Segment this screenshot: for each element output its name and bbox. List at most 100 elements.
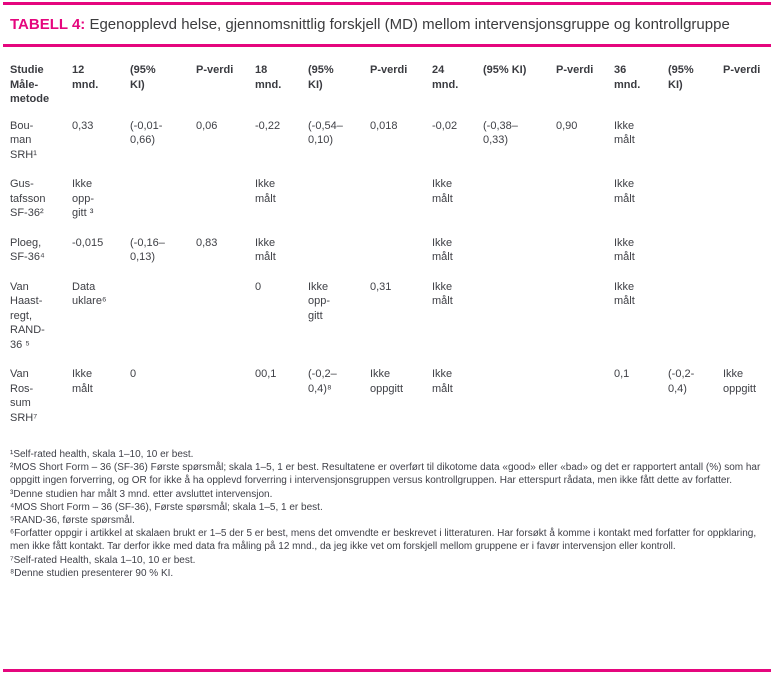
top-rule — [3, 2, 771, 5]
value-cell: Ikke målt — [614, 178, 635, 205]
value-cell — [668, 119, 723, 178]
column-header: (95% KI) — [130, 64, 156, 91]
value-cell — [556, 236, 614, 280]
footnote: ⁵RAND-36, første spørsmål. — [10, 515, 135, 527]
value-cell: -0,22 — [255, 119, 281, 132]
value-cell: Ikke målt — [614, 119, 635, 147]
column-header: (95% KI) — [483, 64, 527, 76]
value-cell: (-0,2- 0,4) — [668, 368, 695, 395]
value-cell: Ikke målt — [432, 236, 453, 264]
value-cell — [196, 280, 255, 368]
value-cell: Ikke målt — [614, 280, 635, 308]
value-cell — [483, 177, 556, 236]
column-header: 36 mnd. — [614, 64, 641, 91]
value-cell: Ikke målt — [432, 178, 453, 205]
footnote: ²MOS Short Form – 36 (SF-36) Første spør… — [10, 462, 761, 487]
value-cell: -0,02 — [432, 119, 458, 132]
value-cell — [308, 236, 370, 280]
table-title: TABELL 4: Egenopplevd helse, gjennomsnit… — [10, 14, 736, 36]
value-cell: 0,33 — [72, 119, 94, 132]
value-cell: 0,83 — [196, 236, 218, 249]
value-cell: Ikke målt — [255, 178, 276, 205]
study-cell: Bou- man SRH¹ — [10, 119, 37, 161]
table-row: Gus- tafsson SF-36² Ikke opp- gitt ³ Ikke … — [10, 177, 768, 236]
footnote: ⁶Forfatter oppgir i artikkel at skalaen … — [10, 528, 757, 553]
value-cell — [130, 177, 196, 236]
table-title-label: TABELL 4: — [10, 16, 86, 33]
value-cell — [668, 280, 723, 368]
value-cell — [483, 236, 556, 280]
value-cell — [483, 367, 556, 440]
value-cell — [556, 177, 614, 236]
value-cell: 0 — [255, 280, 262, 293]
value-cell — [723, 236, 768, 280]
column-header: 24 mnd. — [432, 64, 459, 91]
value-cell: 0 — [130, 368, 137, 380]
value-cell — [723, 280, 768, 368]
value-cell: Ikke målt — [614, 236, 635, 264]
footnotes: ¹Self-rated health, skala 1–10, 10 er be… — [10, 448, 764, 580]
value-cell: Ikke målt — [432, 280, 453, 308]
value-cell: Ikke opp- gitt — [308, 280, 331, 322]
value-cell — [723, 177, 768, 236]
value-cell — [483, 280, 556, 368]
footnote: ⁷Self-rated Health, skala 1–10, 10 er be… — [10, 554, 196, 566]
value-cell — [130, 280, 196, 368]
value-cell — [556, 367, 614, 440]
value-cell: (-0,01- 0,66) — [130, 119, 163, 147]
footnote: ⁴MOS Short Form – 36 (SF-36), Første spø… — [10, 501, 323, 513]
column-header: (95% KI) — [668, 64, 694, 91]
column-header: 18 mnd. — [255, 64, 282, 91]
value-cell: (-0,16– 0,13) — [130, 236, 165, 264]
footnote: ³Denne studien har målt 3 mnd. etter avs… — [10, 488, 273, 500]
value-cell: 0,31 — [370, 280, 392, 293]
study-cell: Ploeg, SF-36⁴ — [10, 236, 45, 264]
value-cell: -0,015 — [72, 236, 104, 249]
value-cell — [723, 119, 768, 178]
value-cell: 0,90 — [556, 119, 578, 132]
value-cell — [370, 177, 432, 236]
value-cell: (-0,54– 0,10) — [308, 119, 343, 147]
value-cell — [196, 367, 255, 440]
value-cell: Ikke oppgitt — [370, 368, 404, 395]
value-cell: 0,018 — [370, 119, 398, 132]
title-rule — [3, 44, 771, 47]
value-cell — [556, 280, 614, 368]
column-header: P-verdi — [723, 64, 761, 76]
table-title-text: Egenopplevd helse, gjennomsnittlig forsk… — [85, 16, 730, 33]
value-cell — [370, 236, 432, 280]
value-cell — [668, 236, 723, 280]
column-header: P-verdi — [370, 64, 408, 76]
study-cell: Gus- tafsson SF-36² — [10, 178, 46, 219]
results-table: Studie Måle- metode 12 mnd. (95% KI) P-verd… — [10, 63, 768, 440]
column-header: Studie Måle- metode — [10, 64, 50, 105]
value-cell — [308, 177, 370, 236]
value-cell: (-0,2– 0,4)⁸ — [308, 368, 337, 395]
value-cell: Ikke målt — [255, 236, 276, 264]
footnote: ¹Self-rated health, skala 1–10, 10 er be… — [10, 449, 194, 460]
study-cell: Van Ros- sum SRH⁷ — [10, 368, 38, 424]
column-header: (95% KI) — [308, 64, 334, 91]
table-row: Van Haast- regt, RAND- 36 ⁵ Data uklare⁶ 0… — [10, 280, 768, 368]
value-cell: 0,06 — [196, 119, 218, 132]
value-cell: Ikke oppgitt — [723, 368, 757, 395]
value-cell: Ikke målt — [72, 368, 93, 395]
column-header: P-verdi — [556, 64, 594, 76]
table-header-row: Studie Måle- metode 12 mnd. (95% KI) P-verd… — [10, 63, 768, 119]
value-cell: (-0,38– 0,33) — [483, 119, 518, 147]
value-cell: Ikke målt — [432, 368, 453, 395]
footnote: ⁸Denne studien presenterer 90 % KI. — [10, 567, 174, 579]
value-cell: 0,1 — [614, 368, 630, 380]
study-cell: Van Haast- regt, RAND- 36 ⁵ — [10, 280, 45, 351]
value-cell — [668, 177, 723, 236]
table-row: Ploeg, SF-36⁴ -0,015 (-0,16– 0,13) 0,83 Ikke… — [10, 236, 768, 280]
value-cell — [196, 177, 255, 236]
value-cell: 00,1 — [255, 368, 277, 380]
table-row: Van Ros- sum SRH⁷ Ikke målt 0 00,1 (-0,2– 0,… — [10, 367, 768, 440]
value-cell: Ikke opp- gitt ³ — [72, 178, 95, 219]
value-cell: Data uklare⁶ — [72, 280, 107, 308]
column-header: P-verdi — [196, 64, 234, 76]
bottom-rule — [3, 669, 771, 672]
table-row: Bou- man SRH¹ 0,33 (-0,01- 0,66) 0,06 -0,22 (… — [10, 119, 768, 178]
